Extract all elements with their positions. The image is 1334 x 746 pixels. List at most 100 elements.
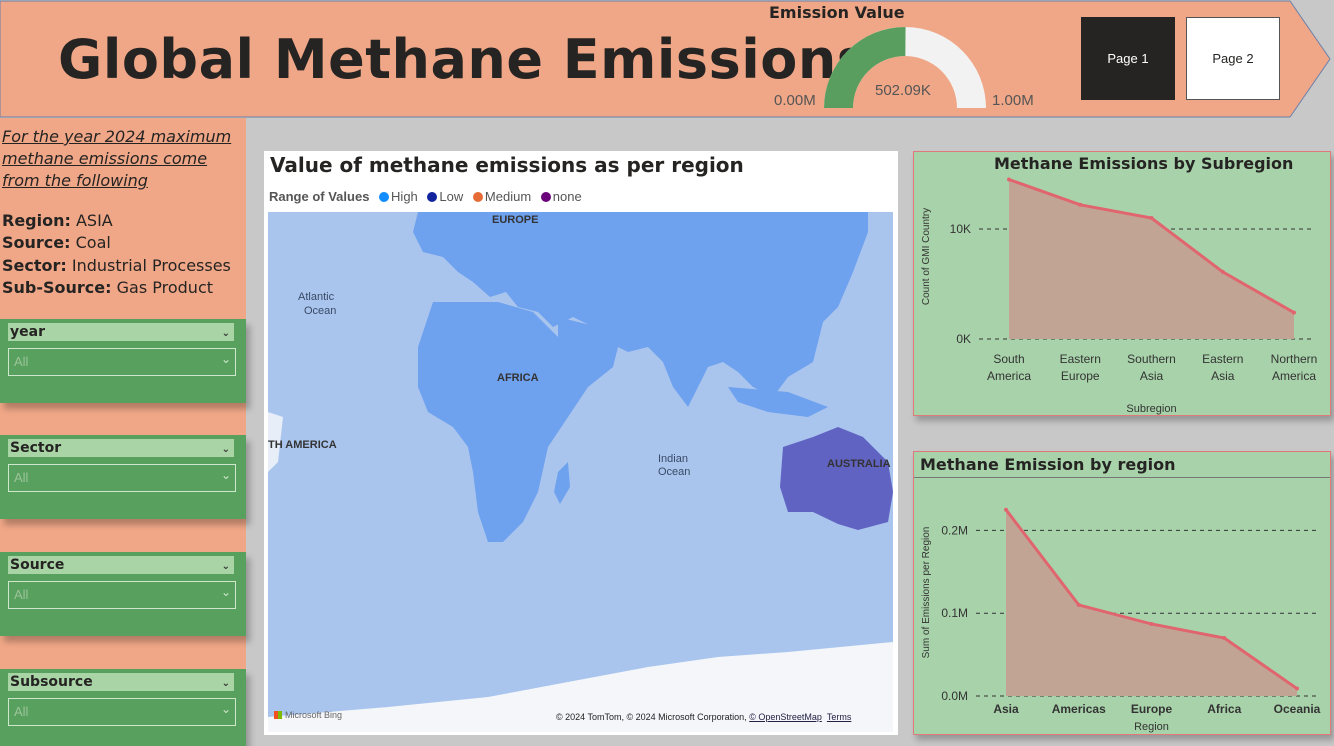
summary-region: Region: ASIA	[2, 211, 113, 230]
y-tick-label: 0.1M	[941, 606, 968, 620]
gauge-min-label: 0.00M	[774, 92, 816, 109]
gauge-fill	[824, 27, 906, 108]
area-fill	[1006, 509, 1297, 696]
x-tick-label: America	[1272, 369, 1316, 383]
data-point[interactable]	[1149, 621, 1154, 626]
x-tick-label: Asia	[993, 702, 1019, 716]
x-tick-label: Oceania	[1274, 702, 1321, 716]
page-title: Global Methane Emissions	[58, 28, 870, 91]
summary-heading: For the year 2024 maximum methane emissi…	[2, 127, 232, 190]
chevron-down-icon: ⌄	[220, 468, 231, 482]
map-label-australia: AUSTRALIA	[827, 458, 891, 470]
chevron-down-icon: ⌄	[220, 702, 231, 716]
openstreetmap-link[interactable]: © OpenStreetMap	[749, 712, 822, 722]
map-label-south-america: TH AMERICA	[268, 439, 337, 451]
source-dropdown[interactable]: All ⌄	[8, 581, 236, 609]
data-point[interactable]	[1004, 507, 1008, 512]
y-tick-label: 0.2M	[941, 523, 968, 537]
chevron-down-icon[interactable]: ⌄	[221, 444, 230, 455]
chevron-down-icon: ⌄	[220, 585, 231, 599]
south-america-shape	[268, 412, 283, 472]
legend-none[interactable]: none	[552, 189, 582, 204]
legend-high[interactable]: High	[391, 189, 418, 204]
page-2-button[interactable]: Page 2	[1186, 17, 1280, 100]
africa-shape	[418, 302, 588, 542]
map-visual: Value of methane emissions as per region…	[264, 151, 898, 735]
x-tick-label: South	[993, 352, 1024, 366]
slicer-title: year ⌄	[8, 323, 234, 341]
x-tick-label: Northern	[1271, 352, 1318, 366]
map-label-europe: EUROPE	[492, 214, 539, 226]
subregion-area-chart[interactable]: 0K 10K South America Eastern Europe Southern As…	[914, 152, 1332, 417]
world-map[interactable]	[268, 212, 893, 732]
legend-medium-swatch	[472, 192, 483, 202]
chevron-down-icon[interactable]: ⌄	[221, 678, 230, 689]
data-point[interactable]	[1078, 202, 1083, 207]
chart-title: Methane Emission by region	[920, 455, 1176, 474]
slicer-title: Sector ⌄	[8, 439, 234, 457]
x-tick-label: Asia	[1140, 369, 1164, 383]
map-label-atlantic-2: Ocean	[304, 305, 337, 317]
data-point[interactable]	[1295, 686, 1299, 691]
gauge-title: Emission Value	[769, 3, 905, 22]
chevron-down-icon[interactable]: ⌄	[221, 328, 230, 339]
map-label-indian-2: Ocean	[658, 466, 691, 478]
x-tick-label: Southern	[1127, 352, 1176, 366]
data-point[interactable]	[1292, 310, 1296, 315]
y-tick-label: 10K	[950, 222, 971, 236]
area-fill	[1009, 179, 1294, 339]
summary-subsource: Sub-Source: Gas Product	[2, 278, 214, 297]
y-tick-label: 0.0M	[941, 689, 968, 703]
map-legend: Range of Values High Low Medium none	[269, 189, 582, 204]
title-divider	[914, 477, 1330, 478]
region-area-chart[interactable]: 0.0M 0.1M 0.2M Asia Americas Europe Africa Ocea…	[914, 452, 1332, 736]
data-point[interactable]	[1076, 602, 1081, 607]
region-chart-card: Methane Emission by region 0.0M 0.1M 0.2M A…	[913, 451, 1331, 735]
data-point[interactable]	[1007, 177, 1011, 182]
x-tick-label: Asia	[1211, 369, 1235, 383]
map-label-indian: Indian	[658, 453, 688, 465]
x-tick-label: Eastern	[1202, 352, 1243, 366]
year-dropdown[interactable]: All ⌄	[8, 348, 236, 376]
data-point[interactable]	[1149, 216, 1154, 220]
arabia-shape	[558, 317, 618, 387]
data-point[interactable]	[1222, 636, 1227, 641]
australia-shape	[780, 427, 893, 530]
x-tick-label: Eastern	[1060, 352, 1101, 366]
page-1-button[interactable]: Page 1	[1081, 17, 1175, 100]
madagascar-shape	[554, 462, 570, 504]
x-tick-label: America	[987, 369, 1031, 383]
bing-logo: Microsoft Bing	[274, 710, 342, 720]
legend-none-swatch	[540, 192, 551, 202]
slicer-title: Subsource ⌄	[8, 673, 234, 691]
sector-dropdown[interactable]: All ⌄	[8, 464, 236, 492]
emission-gauge	[824, 27, 986, 108]
x-axis-title: Region	[1134, 721, 1169, 733]
slicer-title: Source ⌄	[8, 556, 234, 574]
gauge-max-label: 1.00M	[992, 92, 1034, 109]
legend-medium[interactable]: Medium	[484, 189, 532, 204]
legend-title: Range of Values	[269, 189, 370, 204]
sector-slicer: Sector ⌄ All ⌄	[0, 435, 246, 519]
x-tick-label: Europe	[1131, 702, 1173, 716]
legend-high-swatch	[379, 192, 390, 202]
subregion-chart-card: Methane Emissions by Subregion 0K 10K Sout…	[913, 151, 1331, 416]
map-title: Value of methane emissions as per region	[270, 153, 744, 177]
summary-sector: Sector: Industrial Processes	[2, 256, 231, 275]
antarctica-shape	[268, 642, 893, 732]
left-panel	[0, 118, 246, 746]
terms-link[interactable]: Terms	[826, 712, 852, 722]
summary-source: Source: Coal	[2, 233, 111, 252]
x-tick-label: Africa	[1207, 702, 1241, 716]
source-slicer: Source ⌄ All ⌄	[0, 552, 246, 636]
subsource-dropdown[interactable]: All ⌄	[8, 698, 236, 726]
y-axis-title: Sum of Emissions per Region	[921, 527, 932, 659]
x-tick-label: Americas	[1052, 702, 1106, 716]
indonesia-shape	[728, 387, 828, 417]
data-point[interactable]	[1220, 269, 1225, 274]
chevron-down-icon[interactable]: ⌄	[221, 561, 230, 572]
x-axis-title: Subregion	[1126, 403, 1176, 415]
legend-low-swatch	[427, 192, 438, 202]
chevron-down-icon: ⌄	[220, 352, 231, 366]
legend-low[interactable]: Low	[439, 189, 464, 204]
